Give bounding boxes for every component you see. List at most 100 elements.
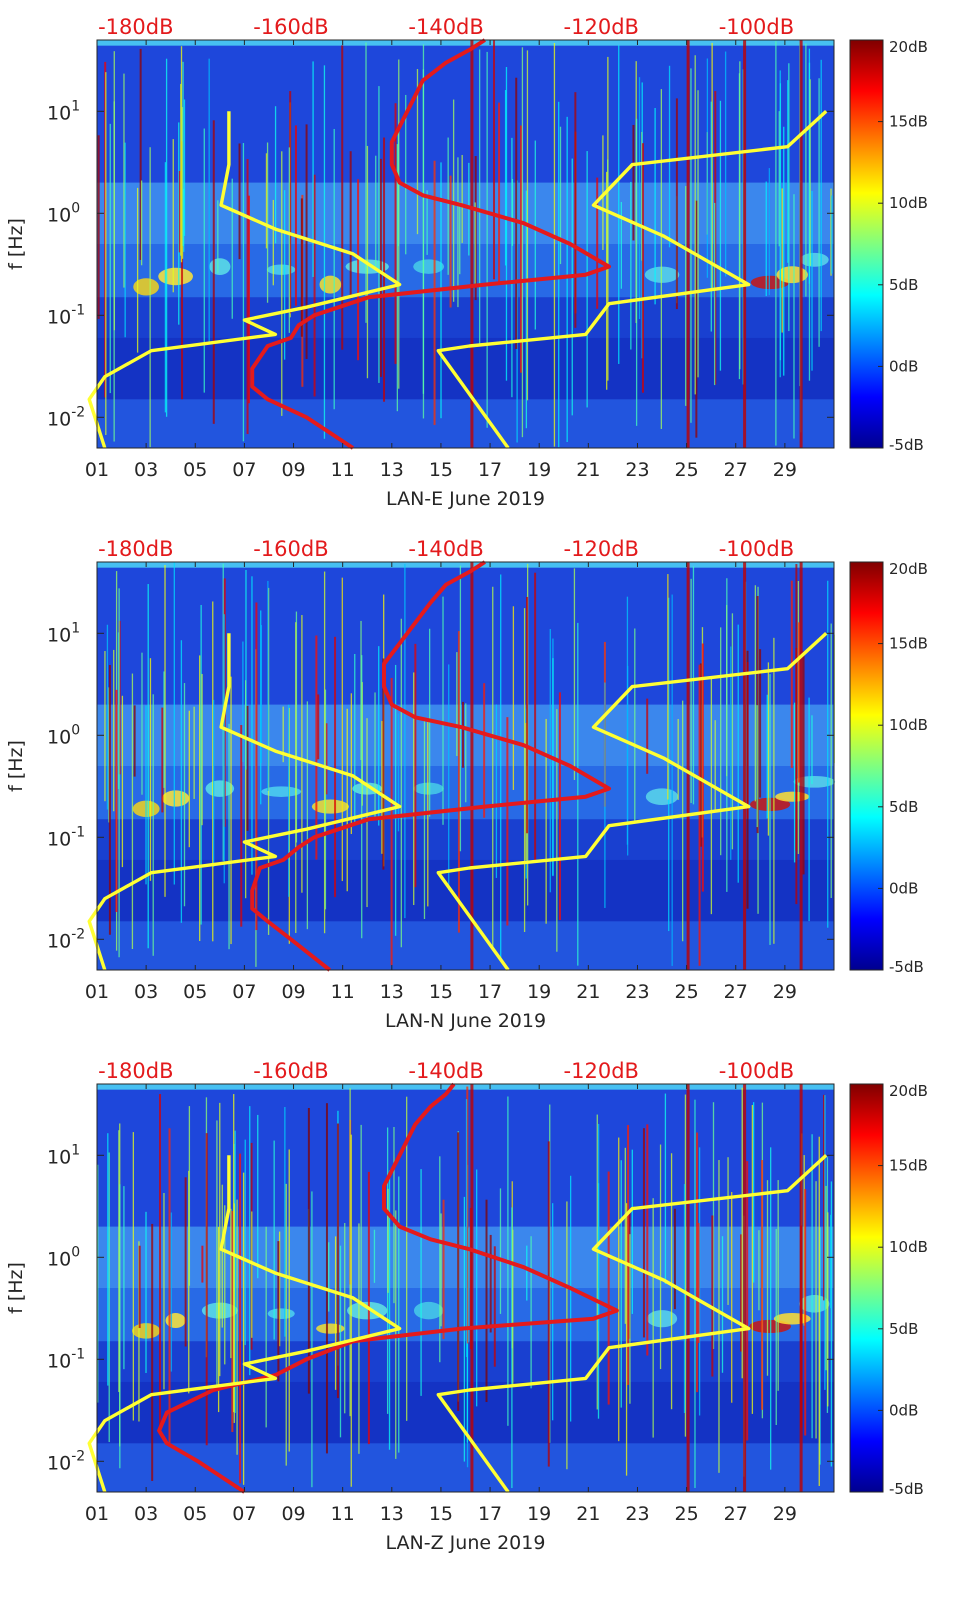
- spectrogram-image: [97, 40, 834, 448]
- spectrogram-streak: [624, 1147, 626, 1324]
- spectrogram-streak: [323, 65, 326, 439]
- spectrogram-streak: [317, 694, 320, 760]
- spectrogram-streak: [282, 706, 284, 763]
- colorbar-label: 20dB: [889, 1082, 928, 1100]
- spectrogram-streak: [478, 49, 481, 346]
- spectrogram-streak: [240, 725, 243, 927]
- spectrogram-line: [470, 1084, 474, 1492]
- spectrogram-streak: [711, 1215, 714, 1377]
- colorbar-scale: [849, 561, 884, 971]
- spectrogram-streak: [398, 1176, 400, 1453]
- spectrogram-streak: [646, 698, 649, 774]
- spectrogram-streak: [159, 1094, 162, 1432]
- spectrogram-streak: [379, 158, 382, 377]
- spectrogram-streak: [266, 142, 269, 303]
- spectrogram-streak: [145, 705, 147, 885]
- spectrogram-streak: [819, 1227, 821, 1465]
- x-axis-label: LAN-Z June 2019: [386, 1532, 546, 1554]
- spectrogram-streak: [521, 47, 524, 438]
- spectrogram-blob: [645, 788, 679, 806]
- spectrogram-streak: [273, 1140, 275, 1340]
- spectrogram-streak: [685, 185, 687, 406]
- spectrogram-streak: [547, 1141, 550, 1467]
- curve-nlnm: [87, 1155, 402, 1493]
- spectrogram-streak: [664, 1093, 667, 1285]
- spectrogram-streak: [511, 1207, 513, 1489]
- spectrogram-streak: [255, 602, 258, 931]
- spectrogram-line: [799, 562, 803, 970]
- spectrogram-streak: [246, 705, 249, 831]
- spectrogram-streak: [324, 689, 327, 910]
- spectrogram-streak: [830, 188, 832, 276]
- spectrogram-streak: [724, 51, 727, 277]
- spectrogram-streak: [635, 118, 638, 426]
- spectrogram-streak: [328, 1242, 330, 1312]
- curve-nhnm: [436, 1154, 828, 1493]
- x-tick-label: 11: [331, 459, 355, 481]
- spectrogram-streak: [109, 123, 111, 394]
- spectrogram-streak: [433, 160, 436, 425]
- spectrogram-streak: [107, 1133, 109, 1386]
- plot-frame: [96, 1083, 835, 1493]
- spectrogram-streak: [456, 652, 458, 757]
- y-tick-label: 100: [47, 722, 80, 748]
- spectrogram-streak: [350, 1134, 352, 1487]
- spectrogram-streak: [526, 596, 529, 834]
- spectrogram-streak: [602, 135, 604, 251]
- spectrogram-streak: [525, 722, 527, 861]
- spectrogram-streak: [549, 629, 551, 893]
- spectrogram-streak: [727, 1157, 729, 1305]
- spectrogram-streak: [775, 1229, 777, 1426]
- spectrogram-streak: [414, 643, 417, 888]
- spectrogram-streak: [334, 636, 337, 898]
- spectrogram-streak: [325, 1103, 328, 1454]
- spectrogram-streak: [365, 42, 367, 323]
- spectrogram-streak: [805, 43, 807, 297]
- spectrogram-streak: [311, 1191, 313, 1488]
- spectrogram-streak: [597, 1123, 600, 1332]
- spectrogram-top-band: [97, 1084, 834, 1090]
- spectrogram-streak: [267, 580, 269, 791]
- spectrogram-streak: [694, 1099, 696, 1488]
- spectrogram-streak: [300, 198, 303, 337]
- spectrogram-band: [97, 182, 834, 244]
- spectrogram-streak: [558, 692, 561, 920]
- spectrogram-band: [97, 40, 834, 183]
- spectrogram-streak: [711, 42, 713, 290]
- spectrogram-streak: [216, 1120, 218, 1391]
- spectrogram-line: [743, 1084, 747, 1492]
- spectrogram-streak: [758, 1230, 760, 1311]
- spectrogram-streak: [413, 672, 415, 906]
- x-tick-label: 27: [724, 981, 748, 1003]
- spectrogram-streak: [831, 195, 833, 274]
- top-axis-label: -160dB: [253, 15, 328, 39]
- spectrogram-streak: [506, 717, 509, 926]
- spectrogram-streak: [751, 1105, 754, 1414]
- spectrogram-streak: [163, 1192, 165, 1390]
- plot-frame: [96, 39, 835, 449]
- x-tick-label: 21: [576, 1503, 600, 1525]
- spectrogram-streak: [739, 61, 741, 370]
- spectrogram-streak: [741, 1087, 743, 1379]
- spectrogram-streak: [534, 140, 536, 330]
- spectrogram-streak: [193, 706, 195, 799]
- top-axis-label: -100dB: [719, 15, 794, 39]
- spectrogram-streak: [520, 125, 523, 373]
- spectrogram-streak: [504, 90, 507, 266]
- y-tick-label: 10-1: [47, 1346, 85, 1372]
- spectrogram-streak: [390, 677, 393, 966]
- spectrogram-streak: [714, 720, 716, 810]
- spectrogram-streak: [573, 568, 576, 780]
- spectrogram-streak: [787, 80, 789, 263]
- spectrogram-streak: [172, 139, 174, 293]
- spectrogram-streak: [230, 1208, 232, 1359]
- spectrogram-streak: [607, 1171, 610, 1405]
- spectrogram-streak: [307, 1107, 310, 1394]
- spectrogram-streak: [761, 1160, 764, 1410]
- spectrogram-streak: [790, 580, 793, 768]
- spectrogram-streak: [205, 1133, 208, 1446]
- spectrogram-streak: [701, 643, 704, 892]
- spectrogram-streak: [571, 158, 573, 416]
- spectrogram-streak: [313, 174, 316, 397]
- colorbar-label: 0dB: [889, 879, 918, 897]
